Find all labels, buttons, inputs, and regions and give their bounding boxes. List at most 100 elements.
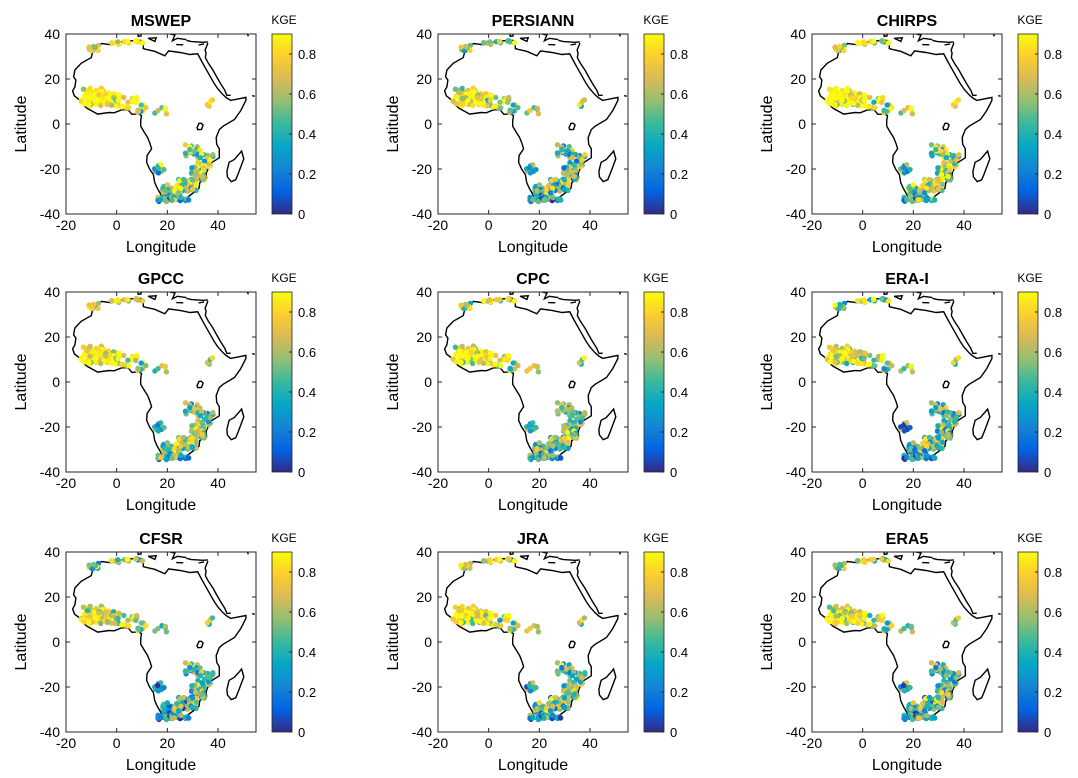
station-marker <box>889 362 895 369</box>
station-marker <box>535 198 542 205</box>
station-marker <box>956 410 962 416</box>
station-marker <box>506 94 512 101</box>
station-marker <box>492 361 499 367</box>
colorbar <box>643 551 665 733</box>
station-marker <box>187 146 193 153</box>
y-tick-label: 20 <box>790 329 806 345</box>
station-marker <box>86 359 92 365</box>
station-marker <box>465 355 471 362</box>
station-marker <box>169 455 175 461</box>
station-marker <box>935 444 942 450</box>
colorbar-tick-label: 0.6 <box>1044 605 1062 620</box>
station-marker <box>510 360 516 366</box>
station-marker <box>207 157 213 163</box>
station-marker <box>177 703 184 709</box>
station-marker <box>143 622 149 629</box>
station-marker <box>881 626 887 632</box>
y-tick-label: -20 <box>40 419 60 435</box>
colorbar-title: KGE <box>1017 13 1042 27</box>
station-marker <box>854 298 861 304</box>
x-tick-label: 20 <box>160 735 176 751</box>
station-marker <box>98 620 104 627</box>
levant-coastline <box>950 42 955 58</box>
station-marker <box>90 561 97 568</box>
arabia-coastline <box>576 57 603 97</box>
levant-coastline <box>576 42 581 58</box>
station-marker <box>901 625 907 632</box>
station-marker <box>920 182 926 189</box>
station-marker <box>126 623 132 629</box>
station-marker <box>832 562 838 568</box>
station-marker <box>945 691 951 697</box>
station-marker <box>497 617 503 623</box>
station-marker <box>832 101 838 108</box>
station-marker <box>833 343 839 349</box>
station-marker <box>832 619 838 625</box>
colorbar-tick-label: 0.4 <box>1044 127 1062 142</box>
x-tick-label: -20 <box>56 735 76 751</box>
station-marker <box>108 40 115 46</box>
station-marker <box>120 361 127 367</box>
greece-coastline <box>915 292 933 301</box>
arabia-coastline <box>204 575 231 615</box>
station-marker <box>182 150 189 157</box>
station-marker <box>907 684 913 691</box>
station-marker <box>138 360 144 366</box>
greece-coastline <box>915 34 933 43</box>
sicily-coastline <box>893 555 904 561</box>
y-tick-label: 40 <box>44 26 60 42</box>
station-marker <box>955 355 962 361</box>
station-marker <box>870 38 877 44</box>
panel-title: CFSR <box>139 531 183 548</box>
station-marker <box>550 194 556 201</box>
y-tick-label: -40 <box>40 206 60 222</box>
levant-coastline <box>204 42 209 58</box>
station-marker <box>492 621 499 627</box>
station-marker <box>844 360 850 367</box>
lake-victoria <box>196 122 204 131</box>
station-marker <box>87 353 93 359</box>
map-panel-chirps: CHIRPS-20 0 20 4040200-20-40LongitudeLatitu… <box>759 13 1062 256</box>
station-marker <box>103 95 109 101</box>
colorbar-tick-label: 0.8 <box>298 305 316 320</box>
station-marker <box>881 108 887 114</box>
station-marker <box>476 618 483 624</box>
anatolia-coastline <box>932 557 954 562</box>
x-tick-label: -20 <box>428 475 448 491</box>
map-panel-cfsr: CFSR-20 0 20 4040200-20-40LongitudeLatitude… <box>13 531 316 774</box>
station-marker <box>943 413 950 419</box>
station-marker <box>155 688 162 694</box>
socotra-coastline <box>624 94 627 97</box>
station-marker <box>910 700 917 706</box>
station-marker <box>511 298 518 304</box>
station-marker <box>180 176 187 183</box>
station-marker <box>459 353 465 359</box>
station-marker <box>561 435 568 441</box>
station-marker <box>187 664 193 671</box>
station-marker <box>497 357 503 363</box>
map-panel-gpcc: GPCC-20 0 20 4040200-20-40LongitudeLatitude… <box>13 271 316 514</box>
sardinia-coastline <box>137 292 142 296</box>
station-marker <box>928 150 935 157</box>
station-marker <box>935 435 942 441</box>
station-marker <box>879 296 885 302</box>
cyprus-coastline <box>570 301 577 304</box>
colorbar-tick-label: 0.6 <box>670 87 688 102</box>
station-marker <box>98 102 104 109</box>
x-axis-label: Longitude <box>872 757 942 774</box>
station-marker <box>941 417 947 424</box>
station-marker <box>547 448 554 454</box>
panel-title: GPCC <box>138 271 185 288</box>
station-marker <box>830 90 837 96</box>
y-tick-label: 0 <box>424 374 432 390</box>
station-marker <box>546 700 552 707</box>
station-marker <box>535 111 542 117</box>
africa-coastline <box>443 39 619 204</box>
station-marker <box>557 455 564 461</box>
colorbar-tick-label: 0 <box>1044 465 1051 480</box>
station-marker <box>456 348 463 354</box>
colorbar <box>643 291 665 473</box>
station-marker <box>871 99 877 105</box>
station-marker <box>182 408 189 415</box>
colorbar-tick-label: 0 <box>1044 725 1051 740</box>
